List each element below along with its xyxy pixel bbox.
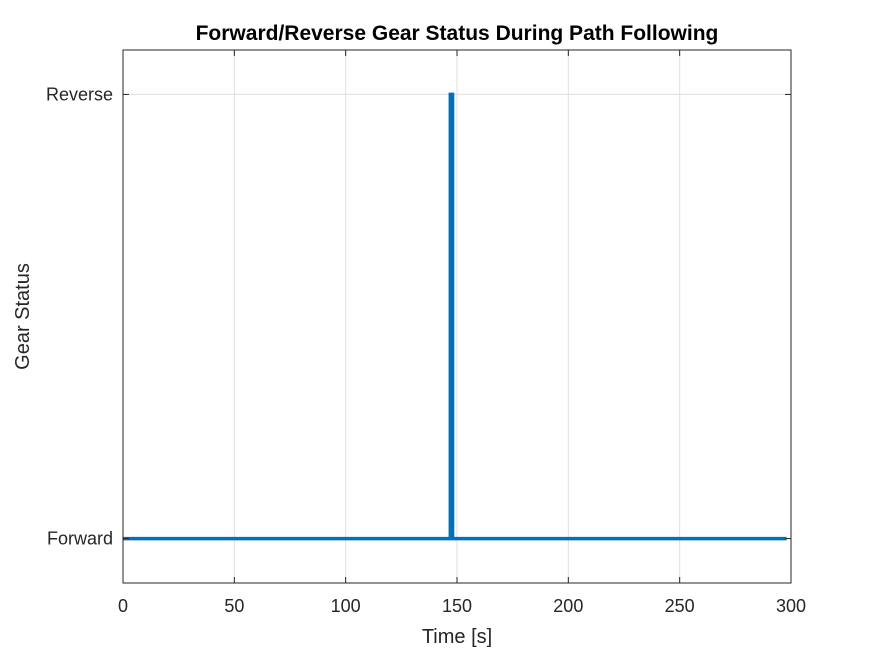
series-line <box>123 92 787 541</box>
y-axis-label: Gear Status <box>12 263 34 370</box>
series-layer <box>123 92 787 541</box>
ticks: 0 50 100 150 200 250 300 Forward Reverse <box>46 50 806 616</box>
y-tick-label: Reverse <box>46 84 113 104</box>
x-tick-label: 50 <box>224 596 244 616</box>
x-tick-label: 0 <box>118 596 128 616</box>
x-tick-label: 250 <box>665 596 695 616</box>
x-tick-label: 200 <box>553 596 583 616</box>
x-tick-label: 100 <box>331 596 361 616</box>
x-axis-label: Time [s] <box>422 626 492 648</box>
x-tick-label: 150 <box>442 596 472 616</box>
y-tick-label: Forward <box>47 529 113 549</box>
x-tick-label: 300 <box>776 596 806 616</box>
chart-title: Forward/Reverse Gear Status During Path … <box>196 22 719 45</box>
